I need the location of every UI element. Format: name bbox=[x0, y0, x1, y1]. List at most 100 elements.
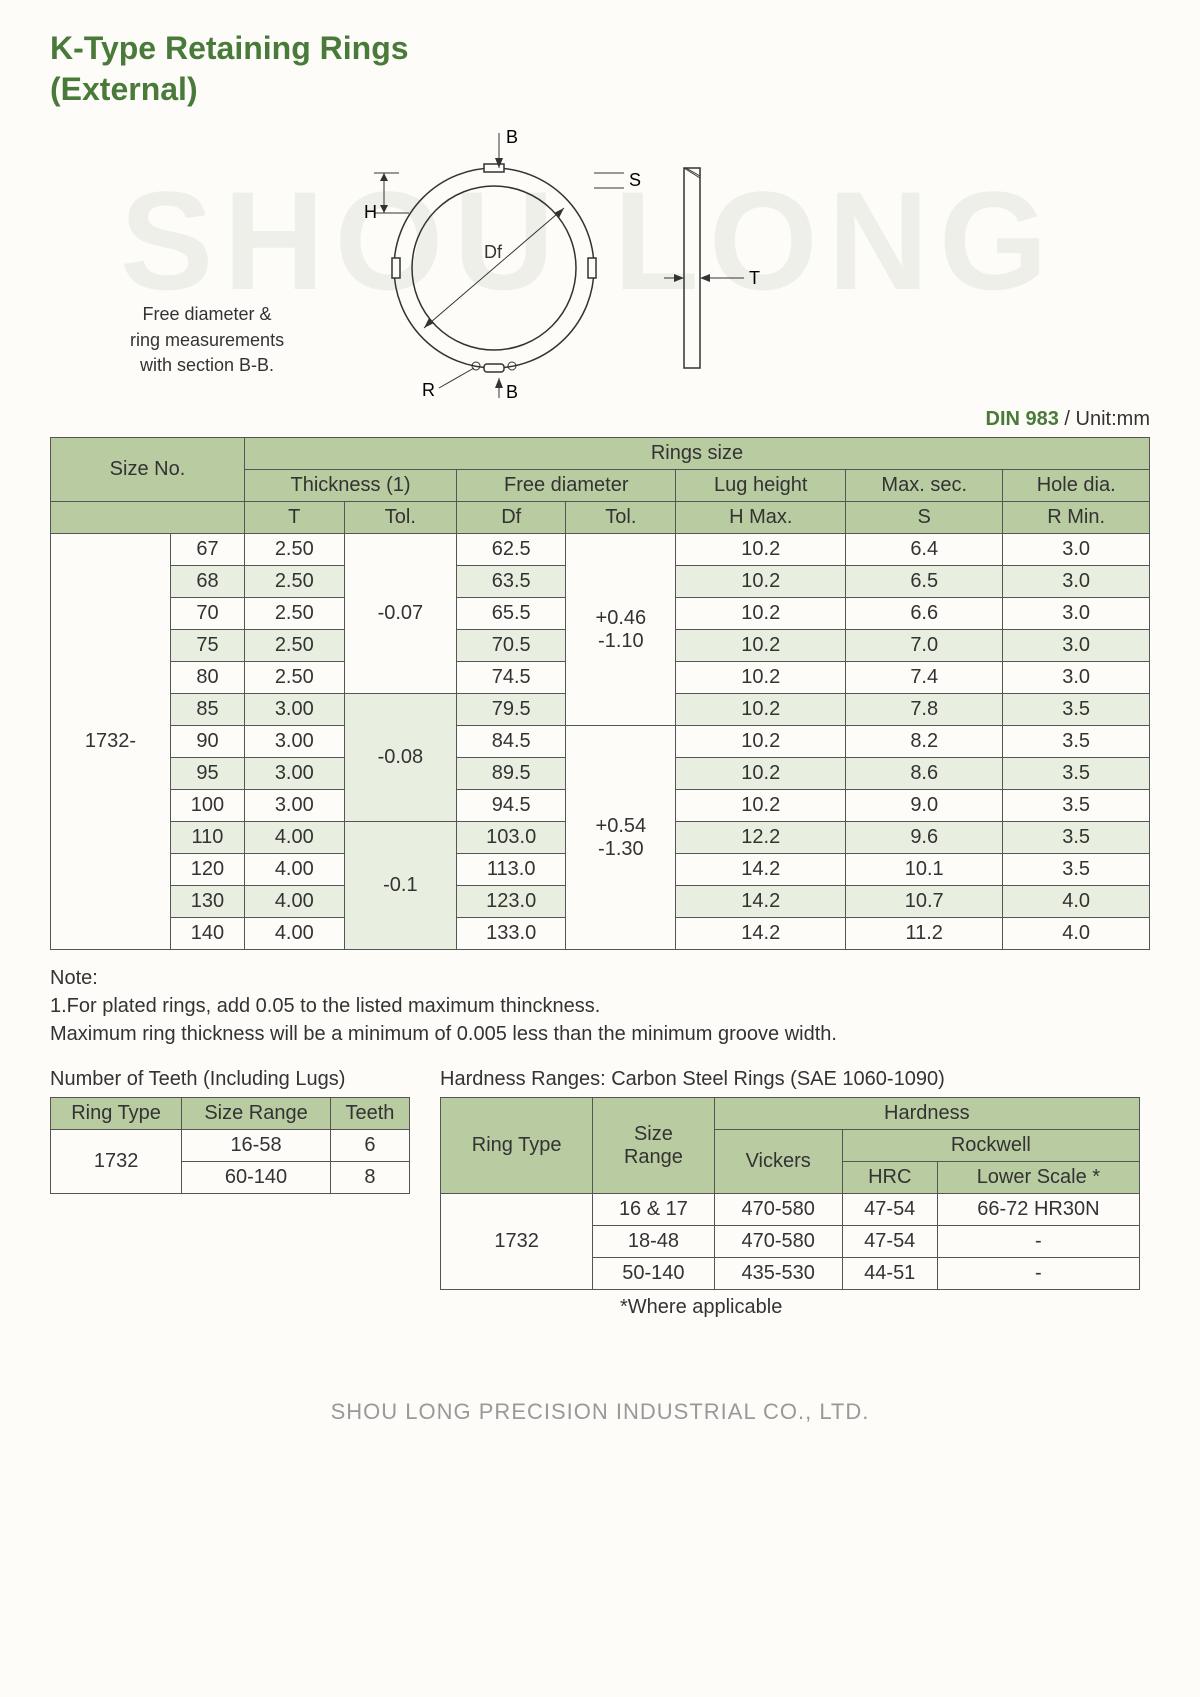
th-df: Df bbox=[457, 502, 566, 534]
cell: 2.50 bbox=[244, 566, 344, 598]
cell: 2.50 bbox=[244, 630, 344, 662]
cell: 68 bbox=[171, 566, 245, 598]
table-row: 1732 16 & 17 470-580 47-54 66-72 HR30N bbox=[441, 1194, 1140, 1226]
svg-text:R: R bbox=[422, 380, 435, 398]
cell: 10.7 bbox=[846, 886, 1003, 918]
cell: 123.0 bbox=[457, 886, 566, 918]
cell: 8 bbox=[330, 1162, 409, 1194]
tol-cell: -0.07 bbox=[344, 534, 456, 694]
cell: 7.8 bbox=[846, 694, 1003, 726]
cell: 47-54 bbox=[842, 1226, 937, 1258]
svg-text:Df: Df bbox=[484, 242, 503, 262]
cell: 120 bbox=[171, 854, 245, 886]
cell: 8.2 bbox=[846, 726, 1003, 758]
cell: 90 bbox=[171, 726, 245, 758]
caption-line: with section B-B. bbox=[130, 353, 284, 378]
table-row: 1732 16-58 6 bbox=[51, 1130, 410, 1162]
th-tol: Tol. bbox=[566, 502, 676, 534]
cell: 14.2 bbox=[676, 854, 846, 886]
cell: 2.50 bbox=[244, 598, 344, 630]
cell: 95 bbox=[171, 758, 245, 790]
cell: 7.4 bbox=[846, 662, 1003, 694]
cell: 10.2 bbox=[676, 758, 846, 790]
th: HRC bbox=[842, 1162, 937, 1194]
tol-cell: +0.54-1.30 bbox=[566, 726, 676, 950]
tol-cell: -0.1 bbox=[344, 822, 456, 950]
cell: 66-72 HR30N bbox=[937, 1194, 1139, 1226]
note-line: 1.For plated rings, add 0.05 to the list… bbox=[50, 992, 1150, 1020]
cell: 3.00 bbox=[244, 694, 344, 726]
cell: 67 bbox=[171, 534, 245, 566]
cell: 63.5 bbox=[457, 566, 566, 598]
th-blank bbox=[51, 502, 245, 534]
cell: 10.2 bbox=[676, 790, 846, 822]
cell: 6 bbox=[330, 1130, 409, 1162]
cell: 1732 bbox=[51, 1130, 182, 1194]
cell: 435-530 bbox=[714, 1258, 842, 1290]
cell: 74.5 bbox=[457, 662, 566, 694]
th-rings-size: Rings size bbox=[244, 438, 1149, 470]
cell: 3.0 bbox=[1003, 662, 1150, 694]
cell: 103.0 bbox=[457, 822, 566, 854]
cell: 10.2 bbox=[676, 662, 846, 694]
table-row: 1732- 67 2.50 -0.07 62.5 +0.46-1.10 10.2… bbox=[51, 534, 1150, 566]
cell: 3.5 bbox=[1003, 694, 1150, 726]
cell: 10.2 bbox=[676, 694, 846, 726]
hardness-table-title: Hardness Ranges: Carbon Steel Rings (SAE… bbox=[440, 1068, 1140, 1091]
hardness-footnote: *Where applicable bbox=[620, 1296, 1140, 1319]
th-hole: Hole dia. bbox=[1003, 470, 1150, 502]
cell: 7.0 bbox=[846, 630, 1003, 662]
cell: 14.2 bbox=[676, 918, 846, 950]
cell: 3.5 bbox=[1003, 822, 1150, 854]
cell: 2.50 bbox=[244, 662, 344, 694]
page-subtitle: (External) bbox=[50, 71, 1150, 108]
technical-diagram: Df B B H R S bbox=[324, 118, 824, 398]
cell: 50-140 bbox=[593, 1258, 714, 1290]
cell: 4.00 bbox=[244, 886, 344, 918]
th: Vickers bbox=[714, 1130, 842, 1194]
th: Ring Type bbox=[441, 1098, 593, 1194]
th-lug: Lug height bbox=[676, 470, 846, 502]
cell: 3.00 bbox=[244, 790, 344, 822]
cell: 11.2 bbox=[846, 918, 1003, 950]
cell: 84.5 bbox=[457, 726, 566, 758]
cell: 470-580 bbox=[714, 1194, 842, 1226]
th: Rockwell bbox=[842, 1130, 1139, 1162]
cell: 4.00 bbox=[244, 854, 344, 886]
cell: 470-580 bbox=[714, 1226, 842, 1258]
cell: 60-140 bbox=[182, 1162, 331, 1194]
cell: 14.2 bbox=[676, 886, 846, 918]
cell: 3.5 bbox=[1003, 790, 1150, 822]
cell: 94.5 bbox=[457, 790, 566, 822]
cell: 4.00 bbox=[244, 918, 344, 950]
cell: 80 bbox=[171, 662, 245, 694]
cell: 4.0 bbox=[1003, 886, 1150, 918]
caption-line: Free diameter & bbox=[130, 302, 284, 327]
cell: 3.5 bbox=[1003, 758, 1150, 790]
cell: 10.2 bbox=[676, 630, 846, 662]
svg-text:B: B bbox=[506, 127, 518, 147]
cell: 10.2 bbox=[676, 534, 846, 566]
teeth-table-title: Number of Teeth (Including Lugs) bbox=[50, 1068, 410, 1091]
cell: 113.0 bbox=[457, 854, 566, 886]
cell: 79.5 bbox=[457, 694, 566, 726]
th-tol: Tol. bbox=[344, 502, 456, 534]
cell: 100 bbox=[171, 790, 245, 822]
cell: 10.1 bbox=[846, 854, 1003, 886]
cell: 110 bbox=[171, 822, 245, 854]
cell: 65.5 bbox=[457, 598, 566, 630]
cell: 130 bbox=[171, 886, 245, 918]
teeth-table: Ring Type Size Range Teeth 1732 16-58 6 … bbox=[50, 1097, 410, 1194]
th: Ring Type bbox=[51, 1098, 182, 1130]
cell: 6.6 bbox=[846, 598, 1003, 630]
th-size-no: Size No. bbox=[51, 438, 245, 502]
svg-text:H: H bbox=[364, 202, 377, 222]
th: Teeth bbox=[330, 1098, 409, 1130]
cell: 3.00 bbox=[244, 758, 344, 790]
page-title: K-Type Retaining Rings bbox=[50, 30, 1150, 67]
teeth-table-block: Number of Teeth (Including Lugs) Ring Ty… bbox=[50, 1068, 410, 1319]
cell: 1732 bbox=[441, 1194, 593, 1290]
notes-block: Note: 1.For plated rings, add 0.05 to th… bbox=[50, 964, 1150, 1048]
svg-text:B: B bbox=[506, 382, 518, 398]
cell: 70.5 bbox=[457, 630, 566, 662]
